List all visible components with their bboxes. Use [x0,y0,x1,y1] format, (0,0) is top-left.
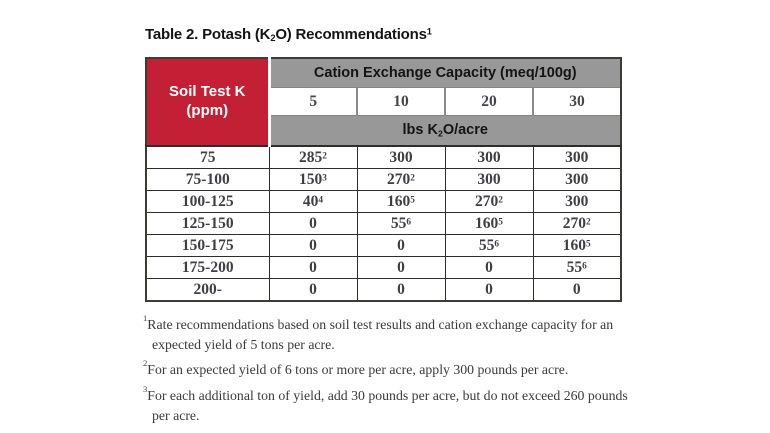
units-header-banner: lbs K2O/acre [269,115,621,146]
table-row: 100-125 404 1605 2702 300 [145,190,622,213]
cec-value-col-3: 20 [444,87,533,116]
row-label-soil-test-k: 100-125 [145,190,270,213]
units-text-2: O/acre [442,122,488,139]
footnote-2-text: For an expected yield of 6 tons or more … [147,362,569,378]
table-row: 150-175 0 0 556 1605 [145,234,622,257]
cec-header-banner: Cation Exchange Capacity (meq/100g) [269,58,621,88]
value-cell: 1605 [444,212,534,235]
units-text: lbs K [402,122,438,139]
value-cell: 0 [268,212,358,235]
row-label-soil-test-k: 125-150 [145,212,270,235]
value-footnote-marker: 5 [586,239,591,250]
footnotes: 1Rate recommendations based on soil test… [143,309,645,425]
cec-value-col-1: 5 [269,87,357,116]
value-cell: 0 [356,234,446,257]
footnote-3: 3For each additional ton of yield, add 3… [143,380,645,425]
table-row: 75-100 1503 2702 300 300 [145,168,622,191]
row-label-soil-test-k: 200- [145,278,270,302]
value-footnote-marker: 6 [494,239,500,250]
title-footnote-marker: 1 [426,26,432,37]
table-title: Table 2. Potash (K2O) Recommendations1 [145,26,432,43]
corner-header-line1: Soil Test K [169,83,246,101]
value-cell: 0 [444,256,534,279]
value-footnote-marker: 2 [410,173,415,184]
table-row: 175-200 0 0 0 556 [145,256,622,279]
value-cell: 556 [356,212,446,235]
corner-header-soil-test-k: Soil Test K (ppm) [146,58,271,146]
value-cell: 300 [532,190,622,213]
value-footnote-marker: 6 [582,261,587,272]
units-k2o-subscript: 2 [437,128,443,139]
footnote-3-text: For each additional ton of yield, add 30… [147,388,628,423]
value-cell: 0 [268,278,358,302]
footnote-1-text: Rate recommendations based on soil test … [147,317,614,352]
value-cell: 556 [444,234,534,257]
value-cell: 404 [268,190,358,213]
footnote-1: 1Rate recommendations based on soil test… [143,309,645,354]
footnote-3-marker: 3 [143,383,148,394]
cec-value-col-4: 30 [532,87,621,116]
value-footnote-marker: 3 [322,173,327,184]
footnote-2-marker: 2 [143,358,148,369]
value-cell: 0 [532,278,622,302]
value-footnote-marker: 2 [322,151,327,162]
cec-value-col-2: 10 [356,87,445,116]
value-cell: 2702 [444,190,534,213]
value-footnote-marker: 4 [318,195,324,206]
value-cell: 1503 [268,168,358,191]
value-cell: 1605 [356,190,446,213]
value-cell: 0 [268,234,358,257]
value-footnote-marker: 2 [586,217,591,228]
header-row-units: lbs K2O/acre [146,115,621,146]
table-header: Soil Test K (ppm) Cation Exchange Capaci… [146,58,621,146]
value-cell: 556 [532,256,622,279]
corner-header-line2: (ppm) [186,102,229,119]
value-cell: 1605 [532,234,622,257]
value-footnote-marker: 2 [498,195,503,206]
row-label-soil-test-k: 175-200 [145,256,270,279]
value-cell: 0 [356,278,446,302]
table-row: 125-150 0 556 1605 2702 [145,212,622,235]
table-title-text: Table 2. Potash (K [145,26,271,43]
value-cell: 0 [268,256,358,279]
value-footnote-marker: 6 [406,217,412,228]
value-cell: 300 [444,145,534,169]
value-cell: 300 [532,168,622,191]
value-cell: 0 [356,256,446,279]
footnote-1-marker: 1 [143,313,148,323]
value-cell: 0 [444,278,534,302]
header-row-cec: Soil Test K (ppm) Cation Exchange Capaci… [146,58,621,146]
table-body: 75 2852 300 300 300 75-100 1503 2702 300 300 100-1… [145,145,622,302]
title-k2o-subscript: 2 [270,33,276,44]
value-cell: 2702 [356,168,446,191]
value-cell: 2852 [268,145,358,169]
potash-recommendations-table: Soil Test K (ppm) Cation Exchange Capaci… [145,57,622,302]
value-cell: 300 [356,145,446,169]
value-cell: 300 [444,168,534,191]
value-cell: 2702 [532,212,622,235]
footnote-2: 2For an expected yield of 6 tons or more… [143,354,645,380]
table-row: 75 2852 300 300 300 [145,145,622,169]
table-row: 200- 0 0 0 0 [145,278,622,302]
value-footnote-marker: 5 [410,195,415,206]
header-row-cec-values: 5 10 20 30 [146,87,621,116]
table-title-text-2: O) Recommendations [275,26,427,43]
row-label-soil-test-k: 75 [145,145,270,169]
row-label-soil-test-k: 75-100 [145,168,270,191]
row-label-soil-test-k: 150-175 [145,234,270,257]
value-footnote-marker: 5 [498,217,503,228]
value-cell: 300 [532,145,622,169]
